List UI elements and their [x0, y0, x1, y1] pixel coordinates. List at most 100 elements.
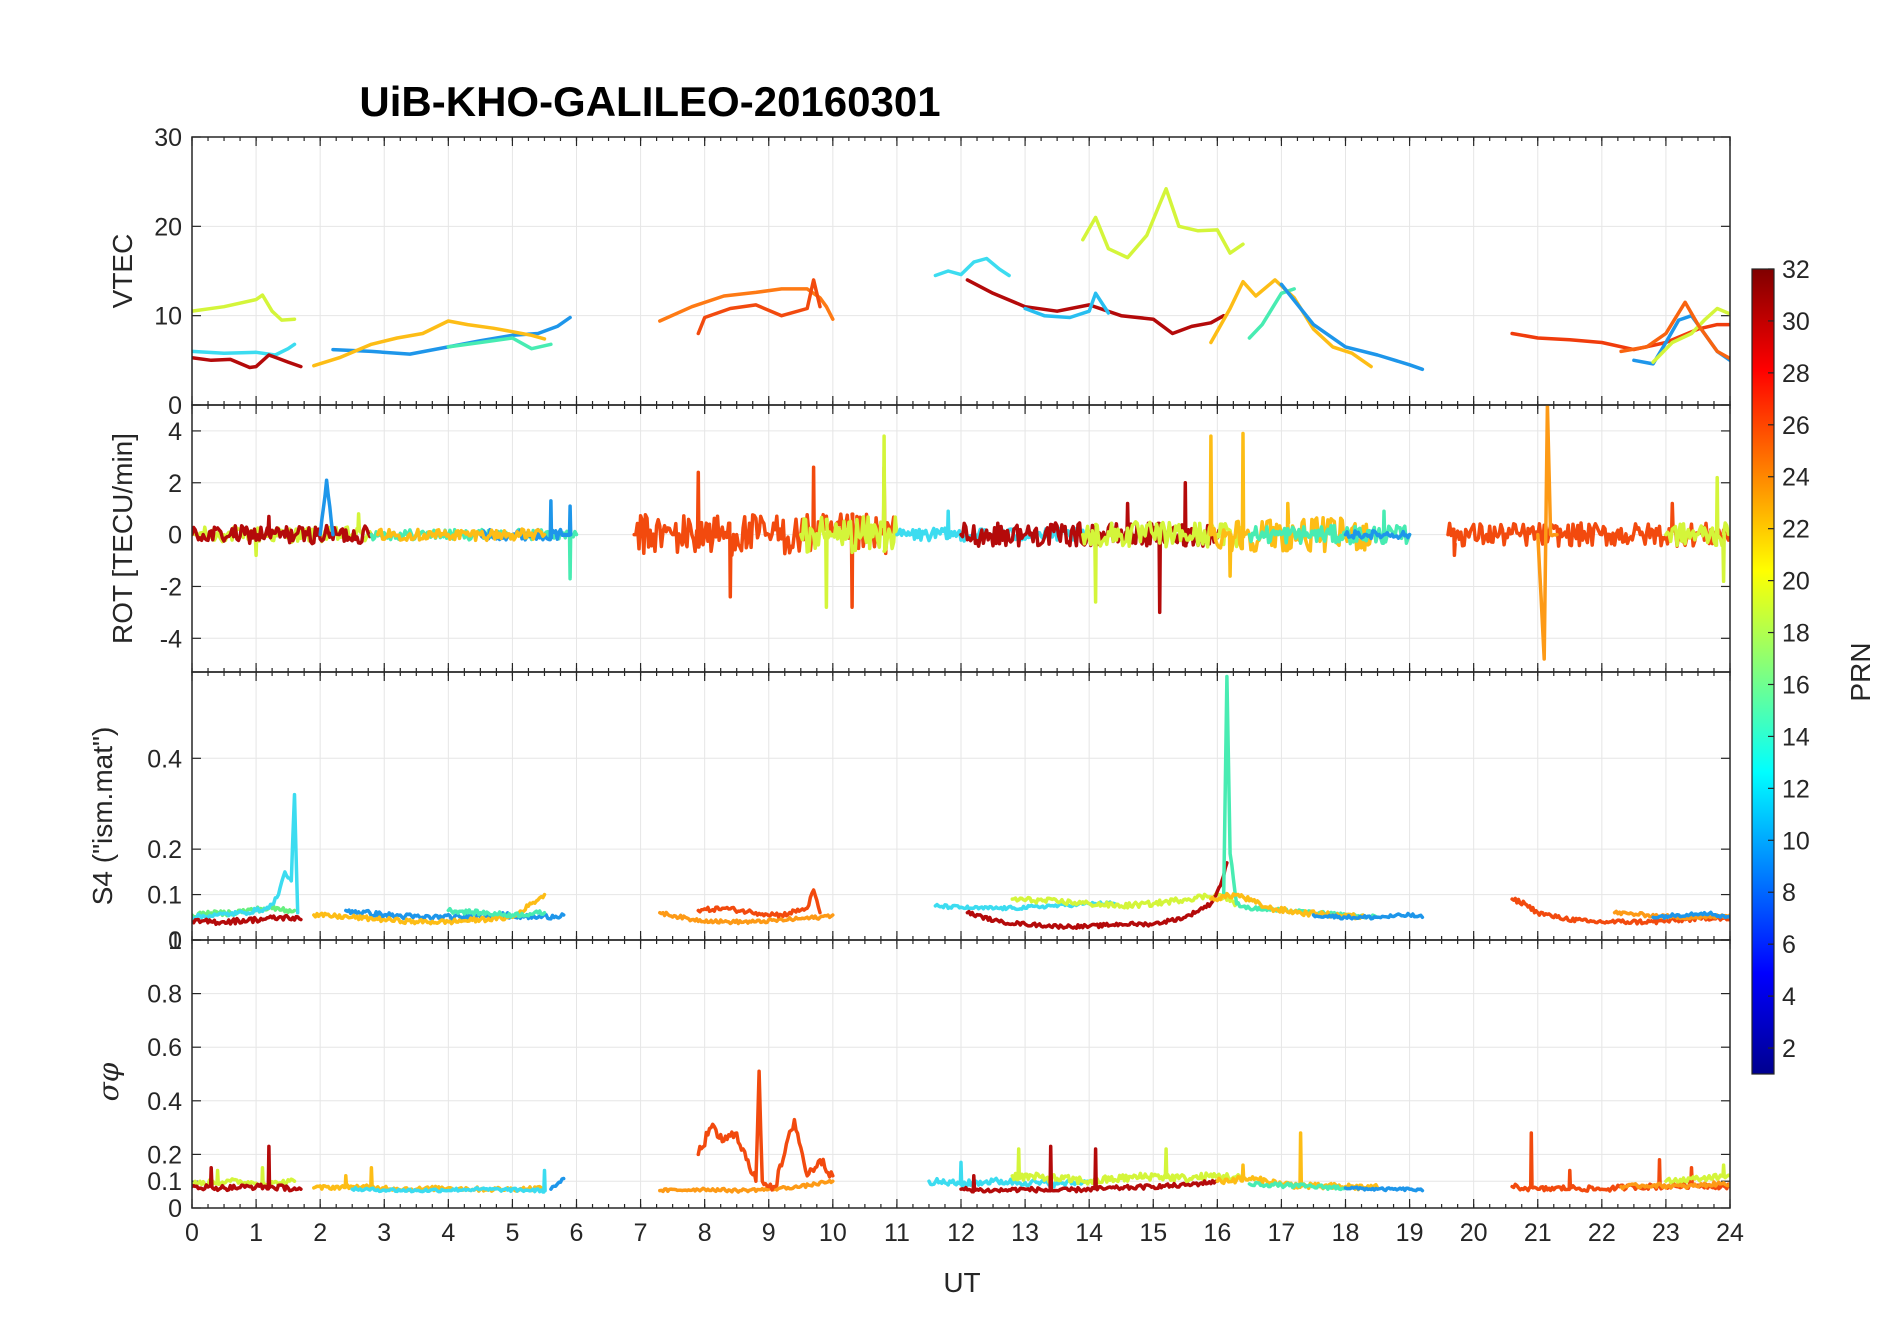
- y-axis-label: S4 ("ism.mat"): [87, 727, 118, 906]
- y-tick-label: 20: [154, 213, 182, 241]
- prn-24-trace: [658, 287, 835, 323]
- colorbar-tick-label: 12: [1782, 775, 1810, 803]
- colorbar-tick-label: 4: [1782, 983, 1796, 1011]
- prn-30-trace: [959, 481, 1226, 615]
- prn-11-trace: [1023, 291, 1111, 320]
- y-tick-label: -4: [160, 625, 182, 653]
- prn-23-trace: [1536, 405, 1559, 661]
- x-tick-label: 19: [1396, 1219, 1424, 1247]
- traces: [192, 405, 1730, 661]
- x-axis-label: UT: [943, 1267, 980, 1298]
- x-tick-label: 20: [1460, 1219, 1488, 1247]
- prn-9-trace: [1343, 1185, 1425, 1193]
- prn-14-trace: [1247, 509, 1412, 546]
- panel-1: 0 10 20 30 VTEC: [107, 124, 1731, 420]
- x-tick-label: 23: [1652, 1219, 1680, 1247]
- prn-19-trace: [1664, 1163, 1730, 1185]
- traces: [192, 187, 1730, 372]
- y-tick-label: 0.2: [147, 1141, 182, 1169]
- y-tick-label: 2: [168, 470, 182, 498]
- x-tick-label: 3: [377, 1219, 391, 1247]
- x-tick-label: 1: [249, 1219, 263, 1247]
- x-tick-label: 8: [698, 1219, 712, 1247]
- prn-12-trace: [927, 1160, 1091, 1189]
- y-tick-label: 0: [168, 522, 182, 550]
- x-tick-label: 24: [1716, 1219, 1744, 1247]
- prn-9-trace: [331, 315, 572, 356]
- traces: [192, 1069, 1730, 1194]
- prn-21-trace: [1209, 278, 1373, 369]
- y-tick-label: 0: [168, 927, 182, 955]
- y-tick-label: 1: [168, 927, 182, 955]
- prn-19-trace: [799, 434, 899, 609]
- x-tick-label: 16: [1203, 1219, 1231, 1247]
- colorbar-tick-label: 22: [1782, 516, 1810, 544]
- prn-26-trace: [1510, 896, 1730, 926]
- prn-30-trace: [959, 1144, 1220, 1194]
- prn-30-trace: [192, 514, 374, 546]
- prn-30-trace: [965, 861, 1229, 930]
- prn-14-trace: [1247, 1180, 1348, 1192]
- y-tick-label: 0.6: [147, 1034, 182, 1062]
- prn-21-trace: [1215, 1131, 1380, 1192]
- prn-12-trace: [350, 1168, 547, 1194]
- prn-26-trace: [696, 888, 822, 919]
- prn-14-trace: [446, 906, 547, 919]
- prn-30-trace: [192, 353, 303, 370]
- prn-19-trace: [192, 1166, 297, 1188]
- prn-14-trace: [1221, 674, 1380, 921]
- prn-30-trace: [192, 913, 303, 927]
- y-tick-label: 0: [168, 1195, 182, 1223]
- x-tick-label: 7: [634, 1219, 648, 1247]
- prn-19-trace: [192, 293, 297, 322]
- prn-26-trace: [632, 465, 899, 609]
- prn-9-trace: [1279, 282, 1425, 372]
- colorbar-tick-label: 28: [1782, 360, 1810, 388]
- colorbar-tick-label: 6: [1782, 931, 1796, 959]
- prn-23-trace: [658, 1178, 835, 1194]
- prn-26-trace: [1510, 1131, 1730, 1193]
- prn-14-trace: [446, 336, 553, 351]
- y-tick-label: 0.4: [147, 745, 182, 773]
- y-tick-label: 0.8: [147, 981, 182, 1009]
- x-tick-label: 17: [1268, 1219, 1296, 1247]
- y-axis-label: σφ: [92, 1062, 125, 1101]
- panel-3: 0 0.1 0.2 0.4 S4 ("ism.mat"): [87, 671, 1731, 955]
- y-axis-label: VTEC: [107, 234, 138, 309]
- prn-9-trace: [1311, 911, 1425, 921]
- colorbar-label: PRN: [1845, 642, 1876, 701]
- x-tick-label: 12: [947, 1219, 975, 1247]
- prn-30-trace: [192, 1144, 303, 1193]
- chart-title: UiB-KHO-GALILEO-20160301: [359, 78, 940, 125]
- colorbar-tick-label: 2: [1782, 1035, 1796, 1063]
- prn-26-trace: [696, 1069, 835, 1192]
- prn-9-trace: [1343, 529, 1412, 541]
- prn-25-trace: [1619, 300, 1730, 361]
- prn-12-trace: [933, 256, 1011, 278]
- prn-19-trace: [1010, 1147, 1245, 1186]
- y-tick-label: 0.1: [147, 882, 182, 910]
- panel-4: 0 1 2 3 4 5 6 7 8 9 10 11 12 13 14 15 16 17 18 19 20 21 22 23 24…: [92, 927, 1744, 1247]
- y-tick-label: 4: [168, 418, 182, 446]
- x-tick-label: 22: [1588, 1219, 1616, 1247]
- x-tick-label: 15: [1139, 1219, 1167, 1247]
- prn-21-trace: [1208, 431, 1380, 578]
- colorbar-gradient: [1751, 268, 1775, 1075]
- prn-19-trace: [1010, 892, 1239, 910]
- y-axis-label: ROT [TECU/min]: [107, 433, 138, 644]
- prn-9-trace: [1651, 910, 1730, 920]
- prn-9-trace: [318, 478, 335, 537]
- x-tick-label: 11: [884, 1219, 910, 1247]
- x-tick-label: 21: [1524, 1219, 1552, 1247]
- x-tick-label: 18: [1332, 1219, 1360, 1247]
- x-tick-label: 9: [762, 1219, 776, 1247]
- y-tick-label: 30: [154, 124, 182, 152]
- colorbar-tick-label: 16: [1782, 671, 1810, 699]
- x-tick-label: 2: [313, 1219, 327, 1247]
- y-tick-label: -2: [160, 573, 182, 601]
- y-tick-label: 0.2: [147, 836, 182, 864]
